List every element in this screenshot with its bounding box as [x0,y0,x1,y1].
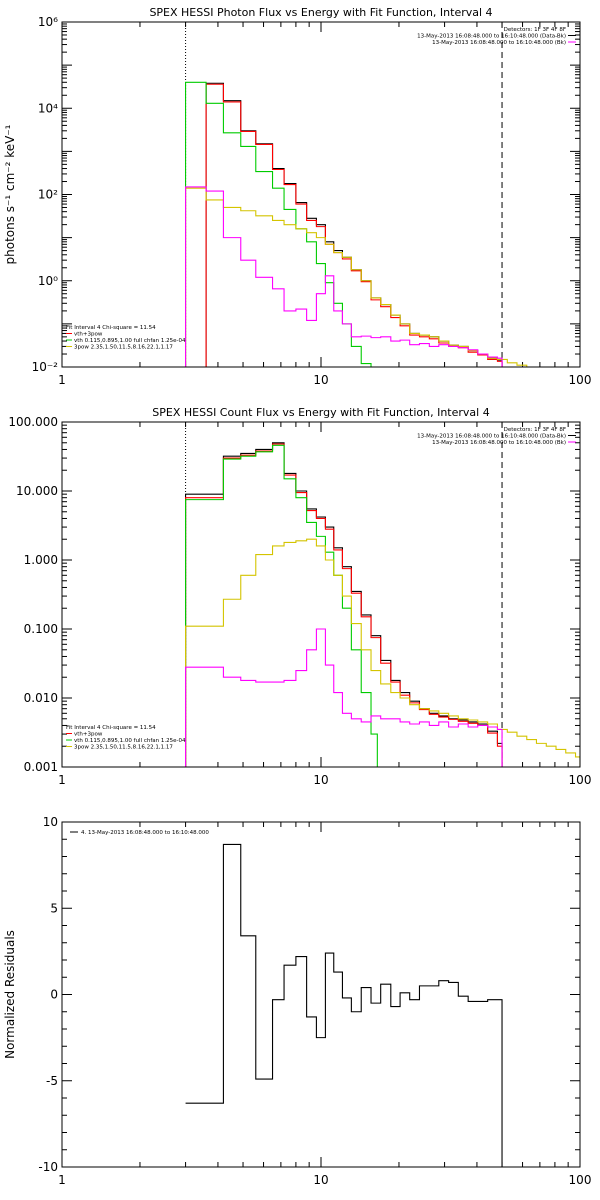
x-tick-label: 100 [569,373,592,387]
y-tick-label: -5 [46,1074,58,1088]
legend-entry: 13-May-2013 16:08:48.000 to 16:10:48.000… [432,40,566,46]
legend-entry: vth 0.115,0.895,1.00 full chfan 1.25e-04 [74,738,186,744]
y-tick-label: 10⁶ [38,15,58,29]
y-tick-label: 0.100 [24,622,58,636]
series-4-13-may-2013-16-08-48-000-to-16-10-48-000 [185,843,503,1167]
series-3pow [185,538,580,767]
legend-entry: vth+3pow [74,732,103,738]
legend-entry: vth 0.115,0.895,1.00 full chfan 1.25e-04 [74,338,186,344]
legend-entry: 13-May-2013 16:08:48.000 to 16:10:48.000… [432,440,566,446]
series-bk [185,628,503,767]
series-data-bk [185,82,503,367]
y-tick-label: 10.000 [16,484,58,498]
y-tick-label: 10 [43,815,58,829]
x-axis-ticks: 1 10 100 [58,422,591,787]
chart-panel-1: SPEX HESSI Photon Flux vs Energy with Fi… [3,6,591,387]
series-vth [185,81,372,367]
legend-entry: 13-May-2013 16:08:48.000 to 16:10:48.000… [417,434,566,440]
legend-entry: vth+3pow [74,332,103,338]
y-tick-label: 10⁰ [38,274,58,288]
x-tick-label: 10 [313,773,328,787]
chart-panel-3: Normalized Residuals 1 10 100 -10 -5 0 5 10 4. 13… [3,815,591,1187]
x-tick-label: 1 [58,373,66,387]
legend-top: 4. 13-May-2013 16:08:48.000 to 16:10:48.… [70,830,209,836]
series-vth-3pow [185,443,503,767]
y-tick-label: 1.000 [24,553,58,567]
chart-panel-2: SPEX HESSI Count Flux vs Energy with Fit… [8,406,591,787]
y-axis-label: photons s⁻¹ cm⁻² keV⁻¹ [3,124,17,264]
y-axis-ticks: 10⁻² 10⁰ 10² 10⁴ 10⁶ [32,15,580,374]
y-tick-label: 0 [50,988,58,1002]
axes-frame [61,421,581,768]
x-tick-label: 100 [569,773,592,787]
legend-entry: Fit Interval 4 Chi-square = 11.54 [66,325,156,331]
y-tick-label: 100.000 [8,415,58,429]
x-axis-ticks: 1 10 100 [58,22,591,387]
legend-entry: 3pow 2.35,1.50,11.5,8.16,22.1,1.17 [74,745,173,751]
chart-title: SPEX HESSI Photon Flux vs Energy with Fi… [149,6,492,19]
axes-frame [61,21,581,368]
y-axis-ticks: -10 -5 0 5 10 [38,815,580,1174]
x-tick-label: 10 [313,1173,328,1187]
y-tick-label: -10 [38,1160,58,1174]
y-axis-ticks: 0.001 0.010 0.100 1.000 10.000 100.000 [8,415,580,774]
series-group [185,442,580,767]
axes-frame [61,821,581,1168]
legend-entry: Detectors: 1F 3F 4F 8F [504,427,566,433]
x-tick-label: 10 [313,373,328,387]
y-tick-label: 5 [50,901,58,915]
x-tick-label: 100 [569,1173,592,1187]
legend-entry: 13-May-2013 16:08:48.000 to 16:10:48.000… [417,34,566,40]
series-vth-3pow [185,83,503,367]
series-group [185,81,528,367]
legend-entry: 4. 13-May-2013 16:08:48.000 to 16:10:48.… [81,830,209,836]
series-bk [185,186,503,367]
y-tick-label: 10⁴ [38,101,58,115]
legend-entry: Fit Interval 4 Chi-square = 11.54 [66,725,156,731]
x-axis-ticks: 1 10 100 [58,822,591,1187]
legend-bottom: Fit Interval 4 Chi-square = 11.54vth+3po… [66,725,186,751]
series-data-bk [185,442,503,767]
chart-title: SPEX HESSI Count Flux vs Energy with Fit… [152,406,489,419]
y-axis-label: Normalized Residuals [3,930,17,1059]
y-tick-label: 0.001 [24,760,58,774]
legend-bottom: Fit Interval 4 Chi-square = 11.54vth+3po… [66,325,186,351]
legend-entry: 3pow 2.35,1.50,11.5,8.16,22.1,1.17 [74,345,173,351]
x-tick-label: 1 [58,1173,66,1187]
series-3pow [185,187,528,367]
series-group [185,843,503,1167]
y-tick-label: 10⁻² [32,360,59,374]
x-tick-label: 1 [58,773,66,787]
legend-entry: Detectors: 1F 3F 4F 8F [504,27,566,33]
y-tick-label: 0.010 [24,691,58,705]
series-vth [185,444,378,767]
y-tick-label: 10² [38,188,58,202]
